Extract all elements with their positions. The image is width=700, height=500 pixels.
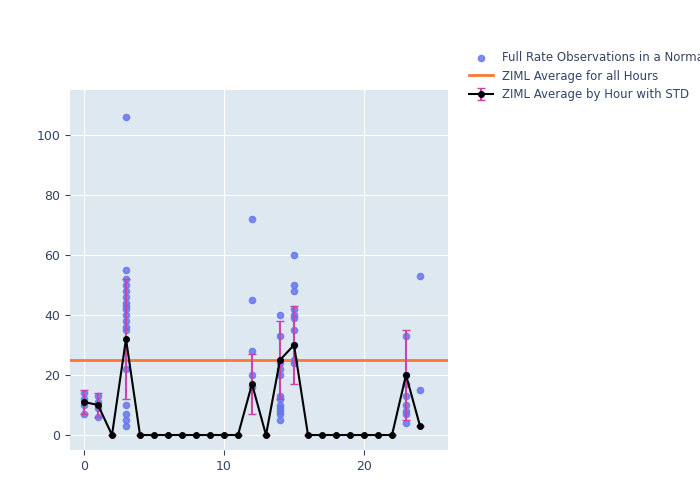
Full Rate Observations in a Normal Point xyxy=(274,365,286,373)
Full Rate Observations in a Normal Point xyxy=(400,407,412,415)
Full Rate Observations in a Normal Point xyxy=(120,326,132,334)
Full Rate Observations in a Normal Point xyxy=(78,389,90,397)
Full Rate Observations in a Normal Point xyxy=(120,293,132,301)
Full Rate Observations in a Normal Point xyxy=(274,416,286,424)
Full Rate Observations in a Normal Point xyxy=(274,395,286,403)
Full Rate Observations in a Normal Point xyxy=(120,281,132,289)
Full Rate Observations in a Normal Point xyxy=(274,404,286,412)
Full Rate Observations in a Normal Point xyxy=(92,398,104,406)
ZIML Average for all Hours xyxy=(80,357,88,363)
Full Rate Observations in a Normal Point xyxy=(288,341,300,349)
Full Rate Observations in a Normal Point xyxy=(400,401,412,409)
Full Rate Observations in a Normal Point xyxy=(120,317,132,325)
Full Rate Observations in a Normal Point xyxy=(400,392,412,400)
Full Rate Observations in a Normal Point xyxy=(274,401,286,409)
Full Rate Observations in a Normal Point xyxy=(274,359,286,367)
Full Rate Observations in a Normal Point xyxy=(120,113,132,121)
Full Rate Observations in a Normal Point xyxy=(400,380,412,388)
Full Rate Observations in a Normal Point xyxy=(288,356,300,364)
Full Rate Observations in a Normal Point xyxy=(120,311,132,319)
Full Rate Observations in a Normal Point xyxy=(274,371,286,379)
Full Rate Observations in a Normal Point xyxy=(246,371,258,379)
Full Rate Observations in a Normal Point xyxy=(120,365,132,373)
Full Rate Observations in a Normal Point xyxy=(78,410,90,418)
Full Rate Observations in a Normal Point xyxy=(414,272,426,280)
Full Rate Observations in a Normal Point xyxy=(78,395,90,403)
Full Rate Observations in a Normal Point xyxy=(400,419,412,427)
Full Rate Observations in a Normal Point xyxy=(120,410,132,418)
Full Rate Observations in a Normal Point xyxy=(120,287,132,295)
Legend: Full Rate Observations in a Normal Point, ZIML Average for all Hours, ZIML Avera: Full Rate Observations in a Normal Point… xyxy=(464,46,700,106)
Full Rate Observations in a Normal Point xyxy=(78,401,90,409)
Full Rate Observations in a Normal Point xyxy=(288,359,300,367)
Full Rate Observations in a Normal Point xyxy=(120,401,132,409)
Full Rate Observations in a Normal Point xyxy=(120,323,132,331)
Full Rate Observations in a Normal Point xyxy=(274,311,286,319)
Full Rate Observations in a Normal Point xyxy=(274,392,286,400)
Full Rate Observations in a Normal Point xyxy=(246,347,258,355)
Full Rate Observations in a Normal Point xyxy=(246,383,258,391)
Full Rate Observations in a Normal Point xyxy=(120,416,132,424)
Full Rate Observations in a Normal Point xyxy=(274,407,286,415)
Full Rate Observations in a Normal Point xyxy=(274,410,286,418)
Full Rate Observations in a Normal Point xyxy=(120,275,132,283)
Full Rate Observations in a Normal Point xyxy=(92,404,104,412)
Full Rate Observations in a Normal Point xyxy=(288,314,300,322)
ZIML Average for all Hours xyxy=(94,357,102,363)
Full Rate Observations in a Normal Point xyxy=(288,251,300,259)
Full Rate Observations in a Normal Point xyxy=(288,326,300,334)
Full Rate Observations in a Normal Point xyxy=(288,311,300,319)
Full Rate Observations in a Normal Point xyxy=(400,371,412,379)
Full Rate Observations in a Normal Point xyxy=(274,332,286,340)
Full Rate Observations in a Normal Point xyxy=(414,386,426,394)
Full Rate Observations in a Normal Point xyxy=(246,215,258,223)
Full Rate Observations in a Normal Point xyxy=(120,299,132,307)
Full Rate Observations in a Normal Point xyxy=(288,287,300,295)
Full Rate Observations in a Normal Point xyxy=(120,305,132,313)
Full Rate Observations in a Normal Point xyxy=(120,266,132,274)
Full Rate Observations in a Normal Point xyxy=(92,413,104,421)
Full Rate Observations in a Normal Point xyxy=(120,302,132,310)
Full Rate Observations in a Normal Point xyxy=(400,332,412,340)
Full Rate Observations in a Normal Point xyxy=(120,422,132,430)
Full Rate Observations in a Normal Point xyxy=(288,305,300,313)
Full Rate Observations in a Normal Point xyxy=(400,410,412,418)
Full Rate Observations in a Normal Point xyxy=(288,281,300,289)
Full Rate Observations in a Normal Point xyxy=(92,392,104,400)
Full Rate Observations in a Normal Point xyxy=(246,296,258,304)
